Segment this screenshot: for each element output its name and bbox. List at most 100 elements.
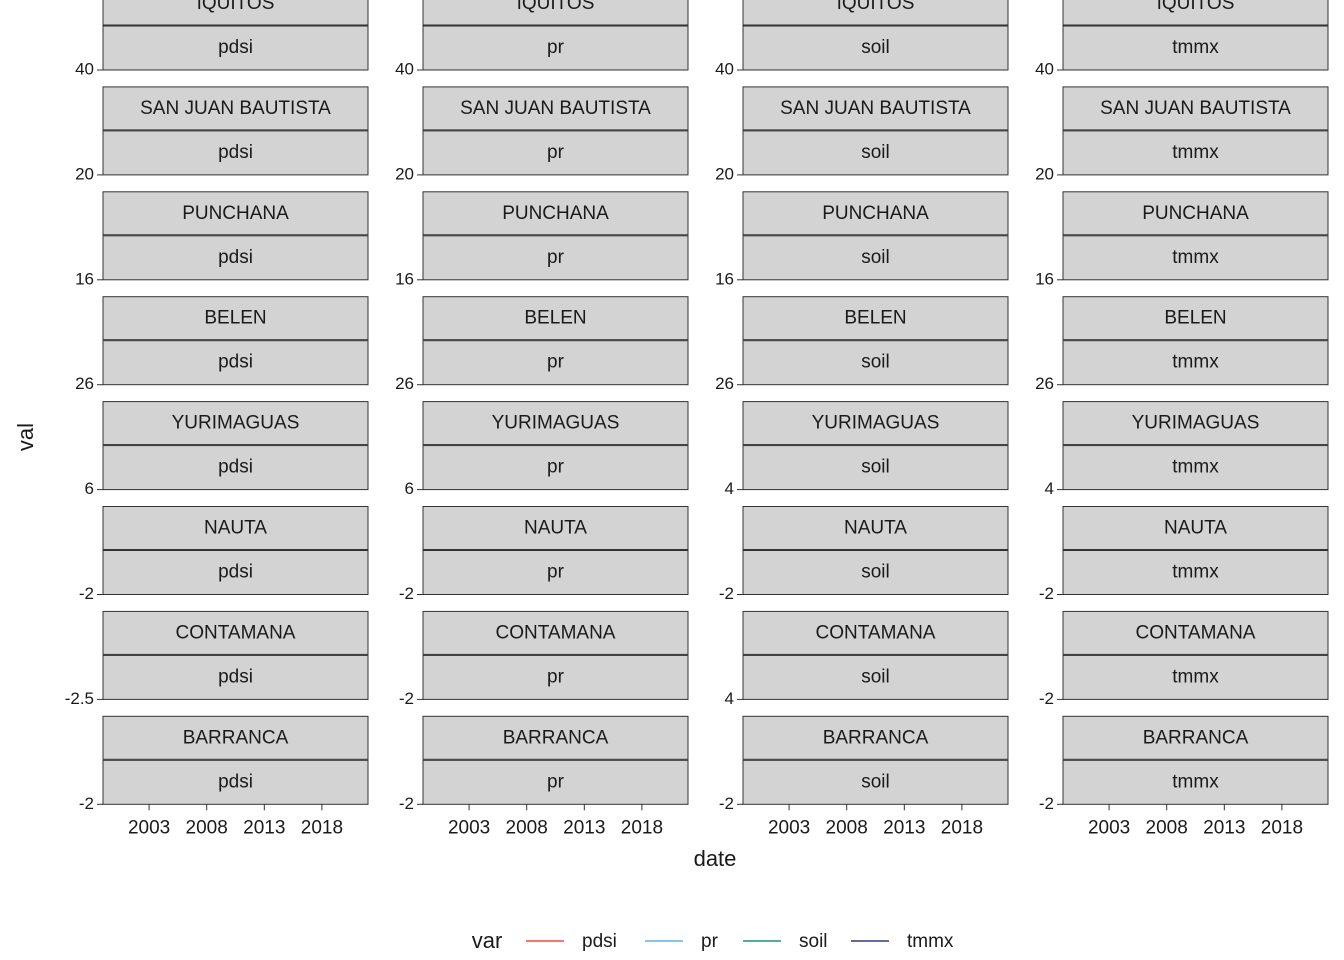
strip [102, 191, 369, 236]
strip-label: BELEN [204, 308, 266, 329]
y-tick-label: 40 [395, 59, 414, 78]
strip-label: soil [861, 247, 890, 268]
strip-label: CONTAMANA [496, 622, 616, 643]
strip-label: CONTAMANA [816, 622, 936, 643]
strip [102, 759, 369, 805]
strip-label: pr [547, 142, 565, 163]
strip-label: BELEN [1164, 308, 1226, 329]
strip [1062, 550, 1329, 595]
strip-label: CONTAMANA [1136, 622, 1256, 643]
strip [102, 506, 369, 550]
strip [1062, 86, 1329, 131]
strip [422, 340, 689, 386]
strip-label: tmmx [1172, 37, 1219, 58]
strip [742, 506, 1009, 550]
x-tick-label: 2008 [1146, 817, 1188, 838]
strip [1062, 610, 1329, 655]
x-tick-label: 2003 [448, 817, 490, 838]
strip-label: IQUITOS [837, 0, 915, 14]
y-tick-label: -2 [719, 584, 734, 603]
strip-label: tmmx [1172, 247, 1219, 268]
y-tick-label: 6 [85, 479, 94, 498]
strip [742, 715, 1009, 760]
y-tick-label: 20 [395, 164, 414, 183]
y-tick-label: 16 [395, 269, 414, 288]
strip [1062, 401, 1329, 446]
strip-label: soil [861, 771, 890, 792]
y-tick-label: -2 [1039, 794, 1054, 813]
strip [422, 235, 689, 281]
strip-label: pdsi [218, 457, 253, 478]
strip [1062, 506, 1329, 550]
strip [422, 715, 689, 760]
x-tick-label: 2008 [826, 817, 868, 838]
strip-label: soil [861, 352, 890, 373]
x-tick-label: 2018 [941, 817, 983, 838]
strip-label: PUNCHANA [502, 203, 609, 224]
strip [102, 0, 369, 26]
strip [742, 340, 1009, 386]
x-tick-label: 2013 [883, 817, 925, 838]
strip [1062, 0, 1329, 26]
strip [742, 401, 1009, 446]
strip-label: pr [547, 352, 565, 373]
strip-label: tmmx [1172, 771, 1219, 792]
y-tick-label: 40 [75, 59, 94, 78]
strip [422, 130, 689, 176]
strip [1062, 130, 1329, 176]
strip [422, 445, 689, 491]
strip-label: tmmx [1172, 666, 1219, 687]
strip-label: tmmx [1172, 457, 1219, 478]
strip-label: soil [861, 142, 890, 163]
strip-label: soil [861, 457, 890, 478]
strip-label: pdsi [218, 142, 253, 163]
y-tick-label: 16 [75, 269, 94, 288]
strip [1062, 235, 1329, 281]
strip [742, 191, 1009, 236]
x-tick-label: 2018 [1261, 817, 1303, 838]
strip [102, 654, 369, 700]
strip-label: soil [861, 562, 890, 583]
y-tick-label: 4 [725, 689, 734, 708]
strip-label: NAUTA [844, 518, 907, 539]
y-tick-label: 20 [1035, 164, 1054, 183]
y-tick-label: 26 [1035, 374, 1054, 393]
strip-label: soil [861, 37, 890, 58]
strip-label: soil [861, 666, 890, 687]
strip-label: pr [547, 37, 565, 58]
strip-label: BARRANCA [183, 727, 289, 748]
strip-label: SAN JUAN BAUTISTA [460, 98, 651, 119]
strip-label: YURIMAGUAS [1132, 413, 1260, 434]
strip-label: CONTAMANA [176, 622, 296, 643]
strip-label: IQUITOS [197, 0, 275, 14]
y-tick-label: 20 [75, 164, 94, 183]
x-tick-label: 2003 [768, 817, 810, 838]
strip-label: IQUITOS [1157, 0, 1235, 14]
strip [742, 296, 1009, 341]
strip [102, 610, 369, 655]
x-tick-label: 2013 [563, 817, 605, 838]
strip [422, 401, 689, 446]
strip-label: tmmx [1172, 142, 1219, 163]
y-axis-label: val [13, 423, 38, 451]
strip-label: pr [547, 666, 565, 687]
strip-label: SAN JUAN BAUTISTA [1100, 98, 1291, 119]
y-tick-label: 6 [405, 479, 414, 498]
strip-label: YURIMAGUAS [812, 413, 940, 434]
strip-label: pdsi [218, 352, 253, 373]
strip [422, 759, 689, 805]
strip [1062, 654, 1329, 700]
strip [742, 0, 1009, 26]
strip [1062, 296, 1329, 341]
strip [102, 445, 369, 491]
strip [422, 191, 689, 236]
y-tick-label: 26 [715, 374, 734, 393]
y-tick-label: 16 [1035, 269, 1054, 288]
strip-label: pdsi [218, 562, 253, 583]
x-tick-label: 2013 [1203, 817, 1245, 838]
strip-label: tmmx [1172, 352, 1219, 373]
legend-label: soil [799, 931, 828, 952]
strip-label: SAN JUAN BAUTISTA [780, 98, 971, 119]
